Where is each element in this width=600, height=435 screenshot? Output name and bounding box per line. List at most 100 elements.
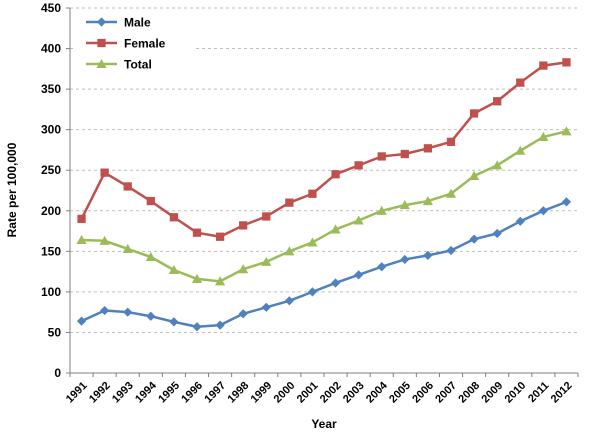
legend-label-female: Female bbox=[124, 37, 166, 51]
y-tick-label: 400 bbox=[41, 42, 61, 56]
series-line-male bbox=[80, 200, 568, 329]
x-tick-label: 2005 bbox=[387, 380, 413, 406]
y-tick-label: 250 bbox=[41, 163, 61, 177]
data-point-total-2000 bbox=[284, 246, 295, 256]
legend-background bbox=[76, 10, 194, 73]
data-point-female-2002 bbox=[331, 170, 340, 179]
x-tick-label: 1997 bbox=[202, 380, 228, 406]
data-point-male-1998 bbox=[238, 309, 248, 319]
legend-item-male: Male bbox=[86, 16, 151, 30]
data-point-female-2010 bbox=[516, 78, 525, 87]
x-tick-label: 2002 bbox=[318, 380, 344, 406]
data-point-female-2003 bbox=[354, 161, 363, 170]
data-point-male-2012 bbox=[561, 197, 572, 207]
x-tick-label: 2001 bbox=[295, 380, 321, 406]
data-point-male-1992 bbox=[100, 305, 110, 316]
y-tick-label: 300 bbox=[41, 123, 61, 137]
data-point-total-1995 bbox=[168, 264, 179, 275]
data-point-female-2005 bbox=[400, 149, 409, 159]
data-point-female-1995 bbox=[169, 213, 179, 222]
series-male bbox=[76, 197, 572, 332]
data-point-male-1997 bbox=[215, 320, 225, 330]
data-point-total-1998 bbox=[238, 264, 249, 274]
legend-item-total: Total bbox=[86, 58, 152, 72]
data-point-total-2004 bbox=[376, 205, 387, 215]
x-tick-label: 1996 bbox=[179, 380, 205, 406]
data-point-male-2009 bbox=[492, 228, 502, 239]
y-tick-label: 0 bbox=[54, 366, 61, 380]
gridlines bbox=[70, 7, 578, 333]
series-line-total bbox=[80, 130, 568, 283]
data-point-total-2010 bbox=[515, 145, 526, 155]
y-tick-label: 50 bbox=[48, 325, 62, 339]
data-point-female-2001 bbox=[308, 189, 317, 198]
y-tick-label: 200 bbox=[41, 204, 61, 218]
data-point-male-1991 bbox=[76, 316, 87, 326]
data-point-total-1993 bbox=[122, 243, 133, 253]
data-point-total-1994 bbox=[145, 251, 156, 262]
y-axis-title: Rate per 100,000 bbox=[5, 142, 19, 237]
data-point-male-2008 bbox=[469, 234, 479, 244]
y-tick-label: 150 bbox=[41, 244, 61, 258]
data-point-total-1991 bbox=[76, 234, 87, 245]
data-point-total-2009 bbox=[492, 160, 503, 170]
legend-marker-total bbox=[96, 58, 107, 69]
y-tick-label: 450 bbox=[41, 1, 61, 15]
data-point-male-2000 bbox=[284, 296, 294, 306]
y-tick-label: 100 bbox=[41, 285, 61, 299]
data-point-male-1994 bbox=[146, 311, 156, 321]
data-point-total-1996 bbox=[191, 273, 203, 283]
axes bbox=[66, 7, 579, 377]
x-tick-label: 2008 bbox=[456, 380, 482, 406]
x-tick-label: 2006 bbox=[410, 380, 436, 406]
data-series bbox=[76, 58, 572, 332]
data-point-male-1996 bbox=[192, 322, 202, 332]
data-point-female-1993 bbox=[123, 182, 132, 191]
legend-marker-female bbox=[97, 38, 106, 48]
x-tick-label: 2012 bbox=[549, 380, 575, 406]
data-point-male-2001 bbox=[307, 287, 318, 297]
series-total bbox=[76, 126, 572, 286]
x-tick-label: 1992 bbox=[87, 380, 113, 406]
data-point-female-1994 bbox=[146, 196, 155, 206]
data-point-total-2003 bbox=[353, 215, 364, 225]
data-point-total-1999 bbox=[261, 256, 272, 266]
x-axis-title: Year bbox=[311, 417, 337, 431]
data-point-total-1992 bbox=[99, 235, 110, 245]
data-point-male-2007 bbox=[446, 245, 456, 256]
data-point-female-2011 bbox=[539, 61, 548, 70]
data-point-female-1991 bbox=[77, 214, 86, 224]
x-tick-label: 2003 bbox=[341, 380, 367, 406]
data-point-total-2012 bbox=[561, 126, 572, 136]
data-point-male-2004 bbox=[377, 262, 387, 272]
data-point-male-2002 bbox=[330, 278, 341, 288]
y-tick-label: 350 bbox=[41, 82, 61, 96]
data-point-female-1998 bbox=[239, 221, 248, 230]
data-point-female-2000 bbox=[285, 198, 294, 207]
x-tick-label: 2011 bbox=[526, 380, 551, 405]
x-tick-label: 2000 bbox=[272, 380, 298, 406]
data-point-male-1995 bbox=[169, 317, 179, 327]
data-point-total-2008 bbox=[469, 170, 480, 180]
data-point-female-2004 bbox=[377, 152, 386, 161]
data-point-male-2010 bbox=[515, 216, 525, 226]
data-point-female-2006 bbox=[423, 144, 433, 153]
legend-label-total: Total bbox=[124, 58, 152, 72]
data-point-total-2005 bbox=[399, 200, 410, 210]
data-point-male-2005 bbox=[400, 254, 410, 265]
x-tick-label: 2010 bbox=[503, 380, 529, 406]
data-point-total-2001 bbox=[307, 237, 318, 247]
x-tick-label: 1998 bbox=[226, 380, 252, 406]
data-point-total-2011 bbox=[538, 131, 549, 142]
data-point-female-2012 bbox=[562, 58, 571, 67]
legend-marker-male bbox=[96, 17, 107, 27]
data-point-total-2002 bbox=[330, 224, 341, 234]
x-axis-tick-labels: 1991199219931994199519961997199819992000… bbox=[64, 379, 575, 405]
data-point-female-2009 bbox=[493, 97, 502, 106]
data-point-male-2011 bbox=[538, 206, 548, 216]
x-tick-label: 1999 bbox=[249, 380, 275, 406]
data-point-female-1996 bbox=[192, 228, 202, 237]
x-tick-label: 2004 bbox=[364, 379, 390, 405]
